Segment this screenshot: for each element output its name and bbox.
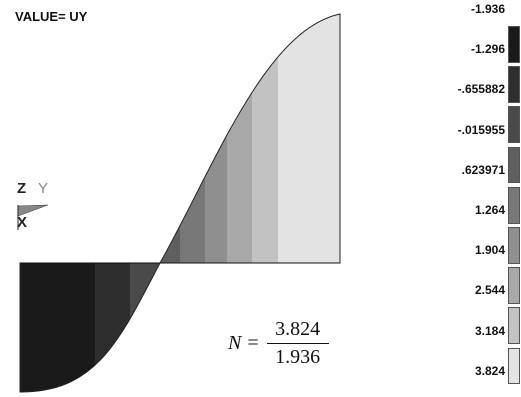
legend-value: 1.904 bbox=[474, 243, 505, 258]
contour-band-5 bbox=[180, 14, 205, 392]
axis-y-label: Y bbox=[38, 180, 49, 197]
formula-fraction: 3.824 1.936 bbox=[266, 318, 329, 369]
axis-x-label: X bbox=[17, 214, 28, 231]
formula-numerator: 3.824 bbox=[275, 318, 321, 340]
contour-band-6 bbox=[205, 14, 227, 392]
legend-color-swatch bbox=[508, 186, 520, 224]
legend-value: -1.936 bbox=[470, 2, 505, 16]
legend-value: 2.544 bbox=[474, 283, 505, 298]
legend-value: -.015955 bbox=[457, 122, 505, 137]
legend-color-swatch bbox=[508, 267, 520, 304]
legend-color-swatch bbox=[508, 106, 520, 144]
fraction-bar bbox=[266, 343, 329, 344]
legend-value: -.655882 bbox=[457, 82, 505, 97]
legend-color-swatch bbox=[508, 146, 520, 184]
legend-color-swatch bbox=[508, 307, 520, 345]
value-title: VALUE= UY bbox=[15, 9, 88, 24]
legend-color-swatch bbox=[508, 26, 520, 63]
legend-color-swatch bbox=[508, 347, 520, 385]
legend-color-swatch bbox=[508, 66, 520, 103]
legend-value: .623971 bbox=[461, 162, 505, 177]
formula-lhs: N bbox=[228, 332, 242, 354]
contour-band-3 bbox=[130, 14, 158, 392]
legend-value: -1.296 bbox=[470, 42, 505, 57]
formula-equals: = bbox=[247, 332, 259, 354]
formula: N = 3.824 1.936 bbox=[228, 318, 329, 369]
contour-band-4 bbox=[158, 14, 180, 392]
legend-value: 1.264 bbox=[474, 203, 505, 217]
deformed-shape-outline bbox=[19, 13, 341, 393]
legend-color-swatch bbox=[508, 227, 520, 264]
contour-band-1 bbox=[20, 14, 95, 392]
contour-band-2 bbox=[95, 14, 130, 392]
formula-denominator: 1.936 bbox=[275, 346, 321, 368]
axis-z-label: Z bbox=[17, 180, 27, 197]
legend-value: 3.184 bbox=[474, 323, 505, 338]
legend-value: 3.824 bbox=[474, 363, 505, 378]
